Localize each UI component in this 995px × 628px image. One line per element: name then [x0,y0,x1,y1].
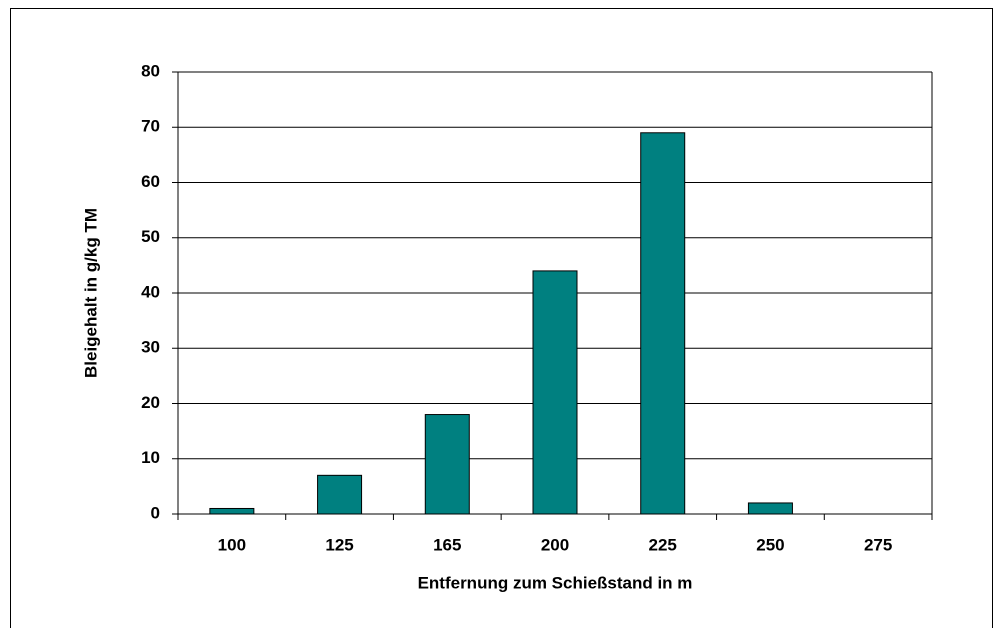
bar [209,507,255,515]
x-tick-label: 200 [541,535,569,554]
y-tick-label: 20 [141,393,160,412]
bar [317,474,363,515]
y-tick-label: 60 [141,172,160,191]
x-tick-label: 250 [756,535,784,554]
bar [640,132,686,515]
y-tick-label: 30 [141,338,160,357]
x-tick-label: 165 [433,535,461,554]
bar [747,502,793,515]
y-tick-label: 50 [141,227,160,246]
y-axis-label: Bleigehalt in g/kg TM [81,208,100,378]
x-axis-label: Entfernung zum Schießstand in m [418,573,693,592]
bar [532,270,578,515]
x-tick-label: 275 [864,535,892,554]
y-tick-label: 40 [141,282,160,301]
x-tick-label: 125 [325,535,353,554]
x-tick-label: 225 [649,535,677,554]
chart-border [10,8,993,628]
y-tick-label: 10 [141,448,160,467]
y-tick-label: 0 [151,503,160,522]
bar [424,414,470,515]
x-tick-label: 100 [218,535,246,554]
y-tick-label: 70 [141,117,160,136]
y-tick-label: 80 [141,61,160,80]
